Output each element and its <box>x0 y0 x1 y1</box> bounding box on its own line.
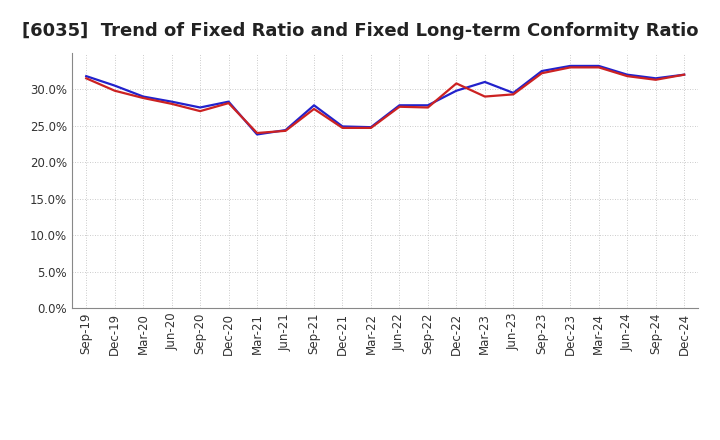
Fixed Long-term Conformity Ratio <box>225 100 233 106</box>
Fixed Long-term Conformity Ratio <box>139 95 148 101</box>
Fixed Long-term Conformity Ratio <box>680 72 688 77</box>
Fixed Ratio <box>167 99 176 104</box>
Fixed Ratio <box>225 99 233 104</box>
Fixed Ratio <box>139 94 148 99</box>
Fixed Ratio <box>110 83 119 88</box>
Fixed Ratio <box>452 88 461 93</box>
Fixed Long-term Conformity Ratio <box>537 70 546 76</box>
Fixed Ratio <box>253 132 261 137</box>
Fixed Ratio <box>680 72 688 77</box>
Fixed Ratio <box>282 128 290 133</box>
Fixed Ratio <box>509 90 518 95</box>
Fixed Ratio <box>395 103 404 108</box>
Fixed Long-term Conformity Ratio <box>395 104 404 110</box>
Fixed Long-term Conformity Ratio <box>623 73 631 79</box>
Fixed Ratio <box>82 73 91 79</box>
Fixed Ratio <box>537 68 546 73</box>
Fixed Ratio <box>566 63 575 69</box>
Text: [6035]  Trend of Fixed Ratio and Fixed Long-term Conformity Ratio: [6035] Trend of Fixed Ratio and Fixed Lo… <box>22 22 698 40</box>
Fixed Ratio <box>196 105 204 110</box>
Fixed Ratio <box>366 125 375 130</box>
Fixed Long-term Conformity Ratio <box>196 109 204 114</box>
Fixed Long-term Conformity Ratio <box>167 101 176 106</box>
Fixed Ratio <box>338 124 347 129</box>
Fixed Ratio <box>423 103 432 108</box>
Fixed Long-term Conformity Ratio <box>253 130 261 136</box>
Fixed Long-term Conformity Ratio <box>652 77 660 82</box>
Fixed Ratio <box>480 79 489 84</box>
Line: Fixed Ratio: Fixed Ratio <box>86 66 684 135</box>
Fixed Long-term Conformity Ratio <box>595 65 603 70</box>
Fixed Long-term Conformity Ratio <box>110 88 119 93</box>
Fixed Long-term Conformity Ratio <box>338 125 347 131</box>
Fixed Long-term Conformity Ratio <box>480 94 489 99</box>
Fixed Ratio <box>595 63 603 69</box>
Fixed Long-term Conformity Ratio <box>310 106 318 112</box>
Fixed Long-term Conformity Ratio <box>82 76 91 81</box>
Fixed Long-term Conformity Ratio <box>366 125 375 131</box>
Fixed Ratio <box>652 76 660 81</box>
Fixed Ratio <box>623 72 631 77</box>
Fixed Long-term Conformity Ratio <box>566 65 575 70</box>
Fixed Long-term Conformity Ratio <box>282 128 290 133</box>
Fixed Long-term Conformity Ratio <box>509 92 518 97</box>
Fixed Long-term Conformity Ratio <box>423 105 432 110</box>
Fixed Ratio <box>310 103 318 108</box>
Fixed Long-term Conformity Ratio <box>452 81 461 86</box>
Line: Fixed Long-term Conformity Ratio: Fixed Long-term Conformity Ratio <box>86 67 684 133</box>
